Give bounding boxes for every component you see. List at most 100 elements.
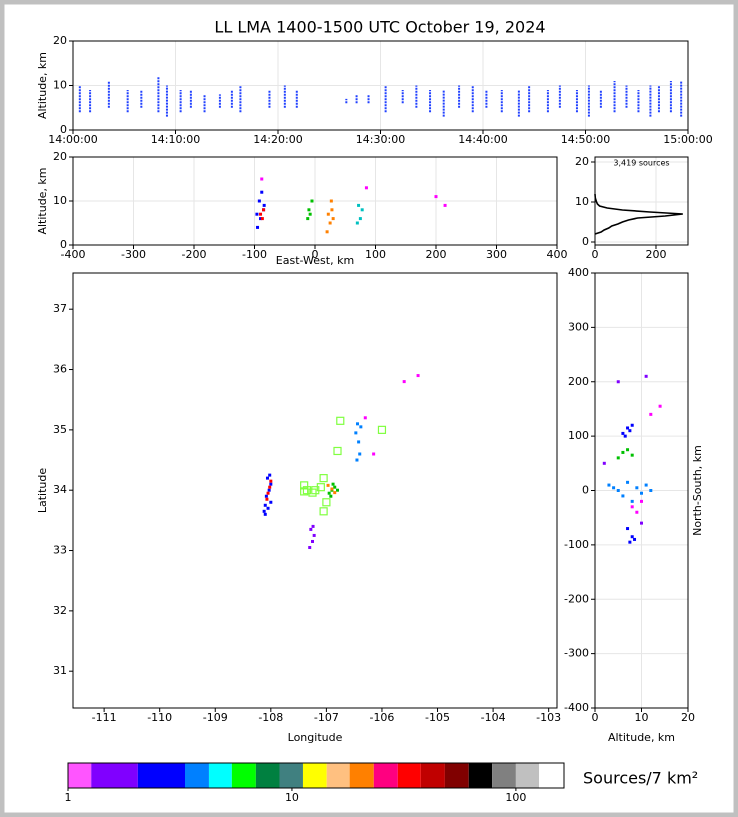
colorbar-label: Sources/7 km² (583, 769, 698, 788)
source-point (640, 521, 643, 525)
y-tick-label: 34 (53, 483, 67, 496)
source-point (416, 374, 420, 378)
source-point (269, 500, 273, 504)
source-point (626, 426, 630, 430)
source-point (358, 452, 362, 456)
x-tick-label: -200 (182, 248, 207, 261)
colorbar-bin (302, 763, 327, 788)
source-point (357, 440, 361, 444)
source-point (259, 217, 263, 221)
source-point (626, 527, 630, 531)
source-point (434, 195, 438, 199)
source-point (266, 506, 270, 510)
source-point (327, 491, 331, 495)
source-point (259, 212, 263, 216)
colorbar-bin (137, 763, 185, 788)
source-point (269, 482, 273, 486)
x-tick-label: -111 (92, 711, 117, 724)
x-tick-label: 14:20:00 (253, 133, 302, 146)
source-point (262, 509, 266, 513)
y-tick-label: 0 (60, 123, 67, 136)
colorbar-bin (468, 763, 493, 788)
source-point (630, 423, 634, 427)
x-tick-label: 14:30:00 (356, 133, 405, 146)
x-tick-label: -400 (61, 248, 86, 261)
y-tick-label: 0 (582, 484, 589, 497)
colorbar-bin (208, 763, 232, 788)
station (322, 498, 331, 507)
x-tick-label: -104 (481, 711, 506, 724)
y-tick-label: 31 (53, 664, 67, 677)
source-point (355, 458, 359, 462)
axes-frame (594, 156, 689, 246)
source-point (263, 512, 267, 516)
y-axis-label: Altitude, km (36, 167, 49, 234)
source-point (325, 230, 329, 234)
y-tick-label: -100 (564, 538, 589, 551)
source-point (307, 208, 311, 212)
colorbar-bin (420, 763, 445, 788)
source-point (308, 546, 312, 550)
y-tick-label: 400 (568, 266, 589, 279)
chart-title: LL LMA 1400-1500 UTC October 19, 2024 (214, 18, 545, 37)
source-point (262, 203, 266, 207)
axes-frame (72, 272, 558, 709)
x-tick-label: 200 (426, 248, 447, 261)
source-point (257, 199, 261, 203)
source-point (621, 450, 625, 454)
station (308, 488, 317, 497)
x-axis-label: East-West, km (276, 254, 354, 267)
source-point (331, 217, 335, 221)
source-point (267, 488, 271, 492)
source-point (331, 482, 335, 486)
source-point (644, 483, 648, 487)
station (377, 425, 387, 434)
y-tick-label: 10 (575, 195, 589, 208)
station (316, 483, 325, 492)
source-point (255, 212, 259, 216)
y-tick-label: -400 (564, 701, 589, 714)
source-point (630, 499, 634, 503)
source-point (266, 491, 270, 495)
source-point (311, 524, 315, 528)
x-tick-label: -106 (369, 711, 394, 724)
colorbar-bin (349, 763, 374, 788)
station (333, 446, 342, 456)
source-point (328, 221, 332, 225)
x-tick-label: 1 (65, 791, 72, 804)
source-point (443, 203, 447, 207)
x-tick-label: 10 (635, 711, 649, 724)
source-point (649, 412, 653, 416)
x-tick-label: 100 (505, 791, 526, 804)
y-tick-label: 200 (568, 375, 589, 388)
x-tick-label: 10 (285, 791, 299, 804)
x-tick-label: 100 (365, 248, 386, 261)
colorbar-bin (397, 763, 421, 788)
x-tick-label: 20 (681, 711, 695, 724)
source-point (306, 217, 310, 221)
station (300, 481, 309, 490)
source-point (260, 190, 264, 194)
x-tick-label: 0 (312, 248, 319, 261)
source-point (336, 488, 340, 492)
source-point (630, 535, 634, 539)
colorbar-bin (255, 763, 280, 788)
x-tick-label: -300 (121, 248, 146, 261)
source-point (310, 199, 314, 203)
x-tick-label: -110 (147, 711, 172, 724)
axes-frame (594, 272, 689, 709)
source-point (649, 489, 653, 492)
x-tick-label: 14:10:00 (151, 133, 200, 146)
source-point (356, 422, 360, 426)
source-point (263, 503, 267, 507)
source-point (357, 203, 361, 207)
y-tick-label: 20 (53, 34, 67, 47)
source-point (363, 416, 367, 420)
y-tick-label: 20 (53, 150, 67, 163)
x-tick-label: -100 (242, 248, 267, 261)
y-tick-label: 32 (53, 604, 67, 617)
source-point (326, 212, 330, 216)
source-point (264, 494, 268, 498)
y-tick-label: 35 (53, 423, 67, 436)
